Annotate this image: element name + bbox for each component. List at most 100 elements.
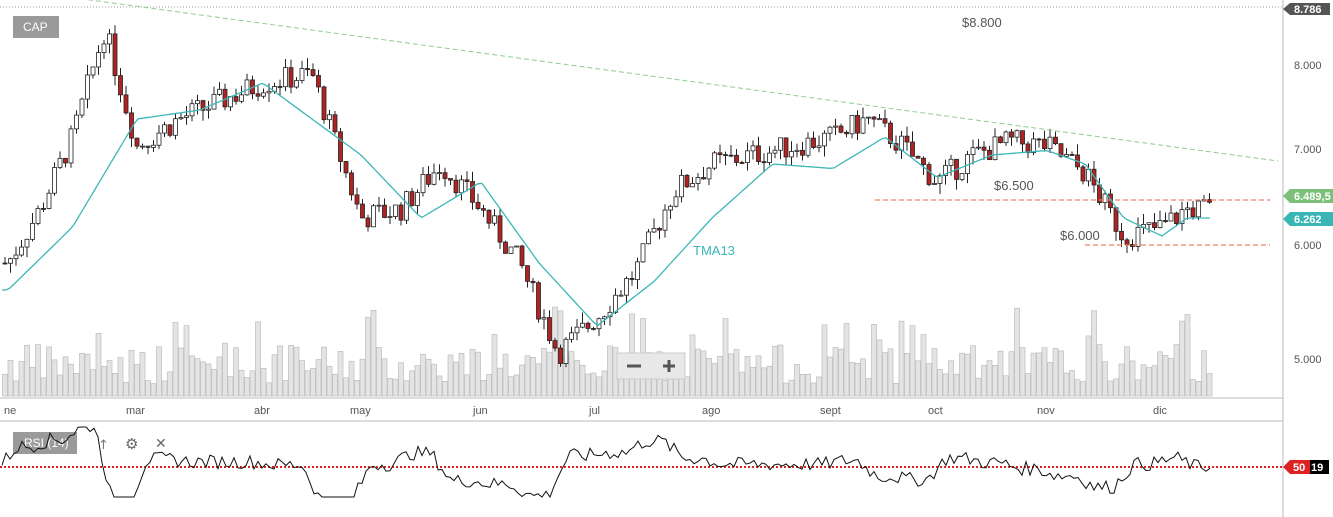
volume-bar — [717, 356, 723, 397]
zoom-in-button[interactable] — [651, 353, 685, 379]
candle — [932, 175, 937, 185]
volume-bar — [398, 362, 404, 397]
candle — [211, 86, 217, 110]
volume-bar — [62, 356, 69, 397]
gear-icon[interactable]: ⚙ — [125, 435, 138, 453]
candle — [816, 135, 822, 153]
candle — [585, 321, 591, 333]
candle — [288, 59, 294, 94]
volume-bar — [68, 363, 74, 397]
candle — [657, 227, 662, 240]
candle — [789, 141, 794, 166]
candle — [712, 151, 717, 171]
volume-bar — [332, 373, 338, 397]
y-tick-8000: 8.000 — [1294, 60, 1322, 72]
candle — [173, 113, 178, 140]
volume-bar — [134, 364, 140, 397]
volume-bar — [442, 381, 448, 397]
volume-bar — [51, 359, 58, 397]
volume-bar — [596, 376, 602, 397]
volume-bar — [662, 379, 668, 397]
rsi-badge[interactable]: RSI (14) — [13, 432, 77, 454]
volume-bar — [1041, 347, 1048, 397]
volume-bar — [310, 368, 316, 397]
volume-bar — [90, 369, 96, 397]
volume-bar — [227, 376, 234, 397]
volume-bar — [1085, 335, 1092, 397]
volume-bar — [464, 374, 470, 397]
volume-bar — [805, 373, 811, 397]
volume-bar — [420, 354, 426, 397]
candle — [503, 240, 508, 254]
volume-bar — [1019, 347, 1026, 397]
candle — [145, 145, 151, 155]
candle — [123, 85, 129, 115]
volume-bar — [497, 367, 503, 397]
candle — [624, 276, 629, 304]
volume-bar — [706, 358, 712, 397]
symbol-label: CAP — [23, 20, 48, 34]
candle — [1064, 148, 1069, 158]
candle — [558, 344, 563, 367]
candle — [591, 326, 596, 331]
candle — [756, 136, 761, 165]
candle — [365, 214, 371, 232]
candle — [635, 257, 640, 290]
arrow-up-icon[interactable]: ↑ — [98, 438, 109, 453]
volume-bar — [172, 322, 179, 397]
zoom-out-button[interactable] — [617, 353, 651, 379]
candle — [882, 109, 888, 128]
candle — [459, 175, 464, 201]
candle — [1119, 223, 1124, 248]
volume-bar — [843, 323, 850, 397]
candle — [63, 157, 68, 168]
candle — [1190, 200, 1196, 220]
candle — [547, 310, 552, 344]
volume-bar — [959, 352, 965, 397]
candle — [382, 198, 387, 219]
volume-bar — [458, 353, 465, 397]
candle — [679, 169, 684, 203]
volume-bar — [579, 364, 586, 397]
volume-bar — [986, 360, 993, 397]
candle — [981, 141, 987, 160]
volume-bar — [145, 380, 151, 397]
candle — [976, 139, 981, 151]
volume-bar — [1168, 358, 1174, 397]
candle — [354, 187, 360, 210]
symbol-badge[interactable]: CAP — [13, 16, 59, 38]
candle — [877, 114, 882, 121]
svg-text:6.489,5: 6.489,5 — [1294, 191, 1331, 203]
candle — [387, 206, 393, 224]
volume-bar — [816, 376, 822, 397]
volume-bar — [29, 366, 36, 397]
volume-bar — [486, 374, 492, 397]
close-icon[interactable]: ✕ — [155, 436, 167, 452]
x-tick-jun: jun — [472, 405, 488, 417]
candle — [398, 202, 404, 226]
volume-bar — [35, 344, 41, 397]
volume-bar — [205, 363, 212, 397]
annotation-resistance: $6.500 — [994, 178, 1034, 193]
candle — [739, 160, 745, 165]
candle — [525, 265, 530, 288]
volume-bar — [772, 345, 778, 397]
candle — [569, 326, 574, 343]
candle — [734, 149, 739, 167]
volume-bar — [1179, 320, 1185, 397]
volume-bar — [117, 357, 124, 397]
candle — [1053, 131, 1058, 146]
candle — [970, 139, 976, 165]
volume-bar — [893, 382, 899, 397]
volume-bar — [865, 378, 872, 397]
volume-bar — [1030, 352, 1037, 397]
candle — [371, 203, 376, 228]
volume-bar — [343, 377, 349, 397]
volume-bar — [491, 334, 498, 397]
candle — [90, 66, 96, 79]
candle — [162, 121, 167, 137]
volume-bar — [1025, 373, 1031, 397]
annotation-tma: TMA13 — [693, 243, 735, 258]
candle — [800, 142, 805, 161]
